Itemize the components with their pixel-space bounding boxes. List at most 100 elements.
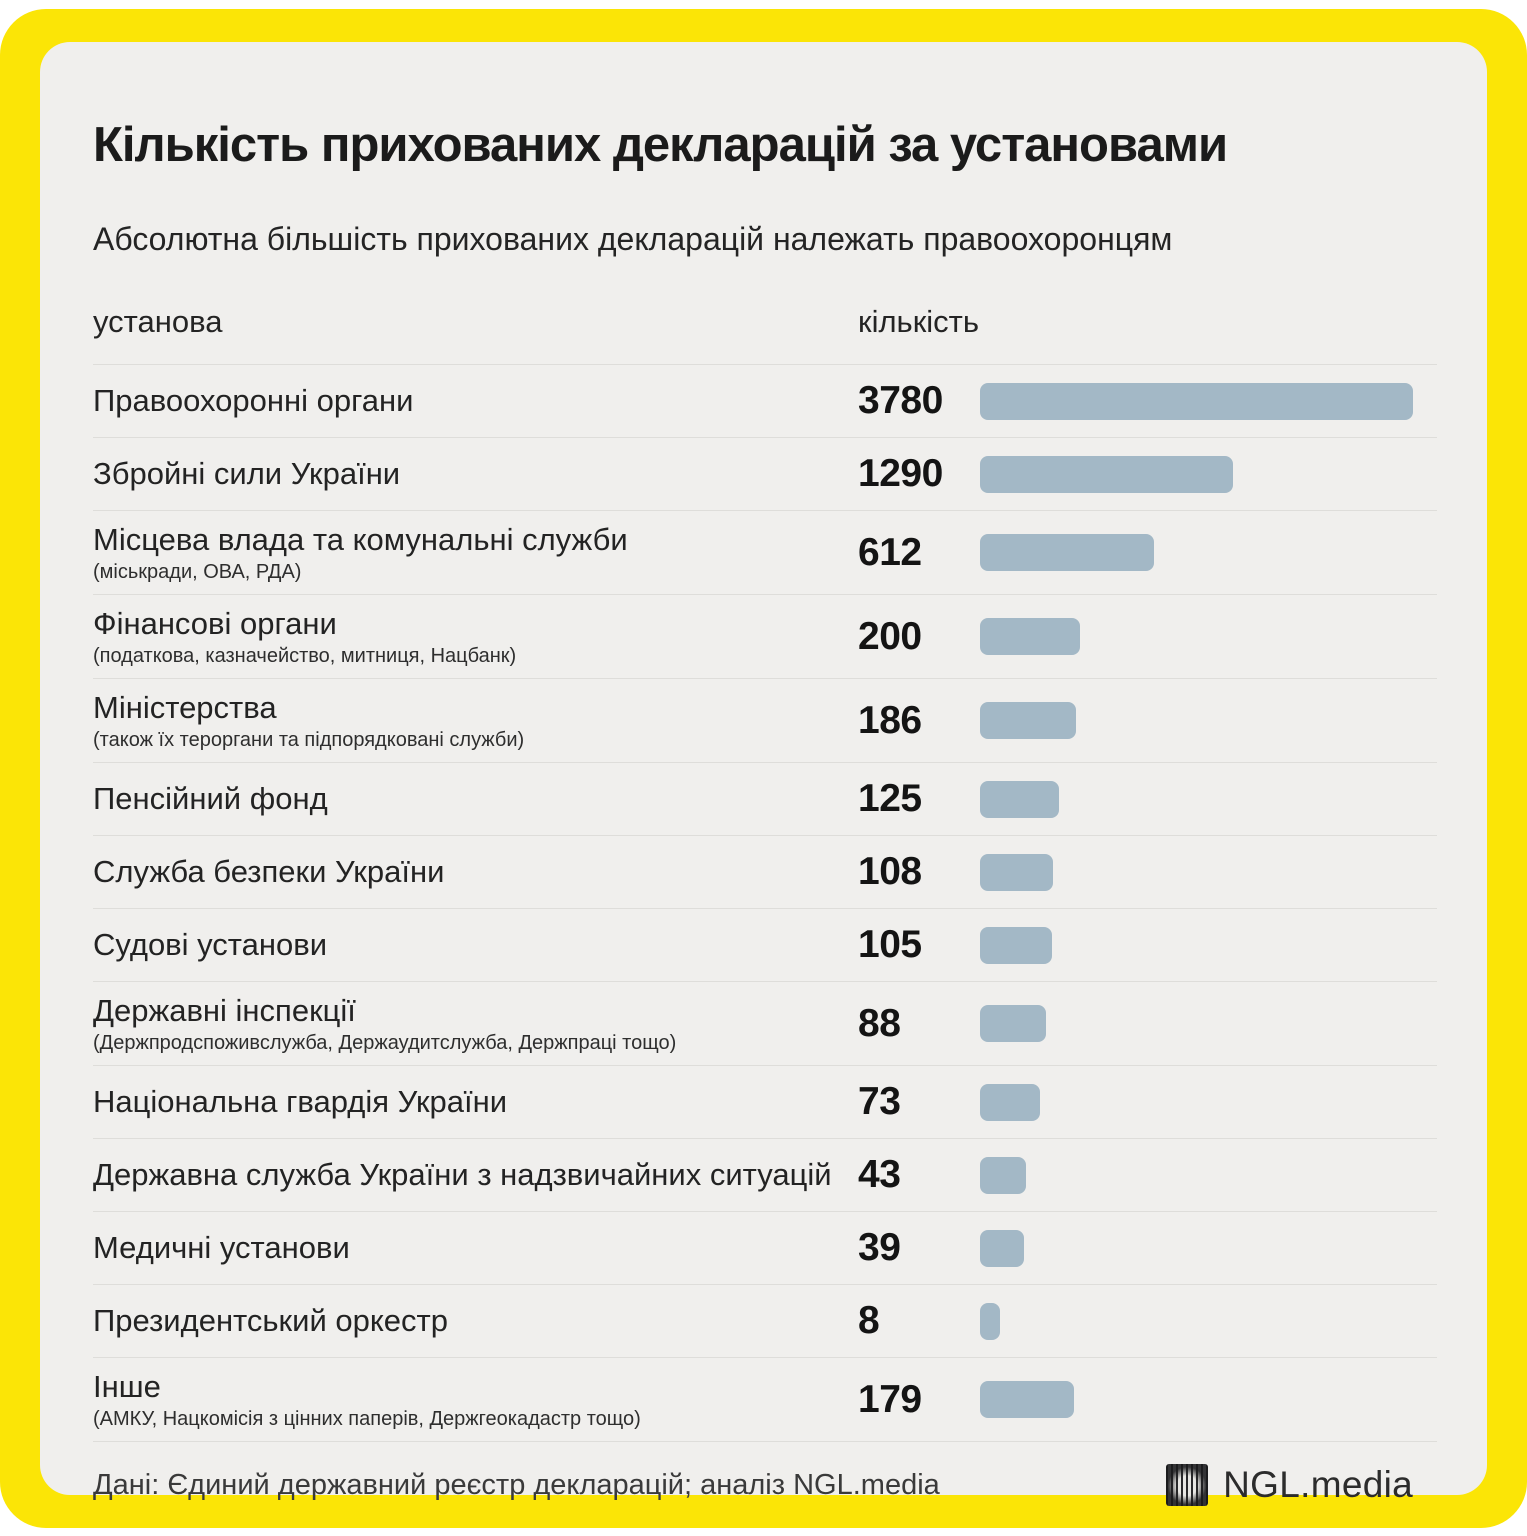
institution-name: Збройні сили України	[93, 456, 401, 492]
institution-label-block: Медичні установи	[93, 1230, 858, 1266]
data-source-note: Дані: Єдиний державний реєстр декларацій…	[93, 1468, 940, 1501]
institution-note: (податкова, казначейство, митниця, Нацба…	[93, 644, 517, 667]
table-row: Судові установи 105	[93, 908, 1437, 981]
institution-name: Служба безпеки України	[93, 854, 445, 890]
table-row: Фінансові органи (податкова, казначейство…	[93, 594, 1437, 678]
bar	[980, 1005, 1046, 1043]
institution-name: Судові установи	[93, 927, 328, 963]
bar	[980, 853, 1053, 891]
count-value: 612	[858, 530, 922, 574]
bar	[980, 1156, 1026, 1194]
bar-track	[980, 618, 1437, 656]
table-row: Служба безпеки України 108	[93, 835, 1437, 908]
institution-label-block: Пенсійний фонд	[93, 781, 858, 817]
bar-track	[980, 1229, 1437, 1267]
institution-name: Пенсійний фонд	[93, 781, 328, 817]
count-value: 43	[858, 1153, 901, 1197]
bar-chart-rows: Правоохоронні органи 3780 Збройні сили Укр…	[93, 364, 1437, 1443]
ngl-media-logo: NGL.media	[1166, 1464, 1437, 1507]
institution-name: Фінансові органи	[93, 606, 337, 642]
count-value: 1290	[858, 452, 943, 496]
bar-track	[980, 382, 1437, 420]
count-value: 39	[858, 1226, 901, 1270]
bar-track	[980, 1083, 1437, 1121]
table-row: Інше (АМКУ, Нацкомісія з цінних паперів, …	[93, 1357, 1437, 1441]
bar	[980, 926, 1052, 964]
bar-track	[980, 534, 1437, 572]
bar	[980, 455, 1233, 493]
institution-label-block: Правоохоронні органи	[93, 383, 858, 419]
count-value: 8	[858, 1299, 880, 1343]
institution-label-block: Судові установи	[93, 927, 858, 963]
bar-track	[980, 926, 1437, 964]
yellow-frame: Кількість прихованих декларацій за устан…	[0, 9, 1527, 1528]
institution-note: (міськради, ОВА, РДА)	[93, 560, 302, 583]
institution-name: Національна гвардія України	[93, 1084, 508, 1120]
table-row: Державні інспекції (Держпродспоживслужба,…	[93, 981, 1437, 1065]
institution-name: Місцева влада та комунальні служби	[93, 522, 628, 558]
ngl-logo-text: NGL.media	[1223, 1464, 1413, 1506]
institution-name: Міністерства	[93, 690, 277, 726]
bar	[980, 618, 1080, 656]
bar-track	[980, 853, 1437, 891]
table-row: Державна служба України з надзвичайних с…	[93, 1138, 1437, 1211]
bar-track	[980, 1005, 1437, 1043]
chart-title: Кількість прихованих декларацій за устан…	[93, 118, 1228, 172]
table-row: Пенсійний фонд 125	[93, 762, 1437, 835]
institution-note: (АМКУ, Нацкомісія з цінних паперів, Держ…	[93, 1407, 641, 1430]
table-row: Місцева влада та комунальні служби (міськ…	[93, 510, 1437, 594]
bar-track	[980, 780, 1437, 818]
bar	[980, 780, 1059, 818]
bar	[980, 1229, 1024, 1267]
institution-label-block: Національна гвардія України	[93, 1084, 858, 1120]
institution-label-block: Міністерства (також їх тероргани та підпо…	[93, 690, 858, 750]
institution-note: (Держпродспоживслужба, Держаудитслужба, …	[93, 1031, 677, 1054]
table-row: Збройні сили України 1290	[93, 437, 1437, 510]
table-row: Правоохоронні органи 3780	[93, 364, 1437, 437]
bar-track	[980, 1302, 1437, 1340]
column-header-count: кількість	[858, 304, 979, 340]
bar	[980, 1083, 1040, 1121]
column-header-institution: установа	[93, 304, 223, 340]
institution-label-block: Президентський оркестр	[93, 1303, 858, 1339]
institution-label-block: Збройні сили України	[93, 456, 858, 492]
table-row: Медичні установи 39	[93, 1211, 1437, 1284]
table-header: установа кількість	[93, 304, 1437, 364]
count-value: 179	[858, 1377, 922, 1421]
bar	[980, 534, 1154, 572]
count-value: 73	[858, 1080, 901, 1124]
institution-label-block: Державна служба України з надзвичайних с…	[93, 1157, 858, 1193]
institution-name: Державні інспекції	[93, 993, 356, 1029]
institution-label-block: Державні інспекції (Держпродспоживслужба,…	[93, 993, 858, 1054]
count-value: 108	[858, 850, 922, 894]
ngl-logo-barcode-icon	[1166, 1464, 1209, 1507]
footer: Дані: Єдиний державний реєстр декларацій…	[93, 1442, 1437, 1507]
table-row: Президентський оркестр 8	[93, 1284, 1437, 1357]
institution-name: Президентський оркестр	[93, 1303, 448, 1339]
chart-subtitle: Абсолютна більшість прихованих деклараці…	[93, 221, 1173, 258]
institution-label-block: Інше (АМКУ, Нацкомісія з цінних паперів, …	[93, 1369, 858, 1430]
bar	[980, 382, 1413, 420]
count-value: 105	[858, 923, 922, 967]
count-value: 3780	[858, 379, 943, 423]
table-row: Національна гвардія України 73	[93, 1065, 1437, 1138]
table-row: Міністерства (також їх тероргани та підпо…	[93, 678, 1437, 762]
bar-track	[980, 1381, 1437, 1419]
institution-name: Державна служба України з надзвичайних с…	[93, 1157, 832, 1193]
bar-track	[980, 702, 1437, 740]
institution-label-block: Місцева влада та комунальні служби (міськ…	[93, 522, 858, 583]
bar	[980, 1302, 1000, 1340]
bar	[980, 702, 1076, 740]
bar	[980, 1381, 1074, 1419]
count-value: 125	[858, 777, 922, 821]
institution-label-block: Служба безпеки України	[93, 854, 858, 890]
institution-name: Правоохоронні органи	[93, 383, 414, 419]
bar-track	[980, 1156, 1437, 1194]
infographic-card: Кількість прихованих декларацій за устан…	[40, 42, 1487, 1507]
institution-name: Інше	[93, 1369, 161, 1405]
count-value: 88	[858, 1001, 901, 1045]
institution-label-block: Фінансові органи (податкова, казначейство…	[93, 606, 858, 667]
count-value: 186	[858, 698, 922, 742]
count-value: 200	[858, 614, 922, 658]
bar-track	[980, 455, 1437, 493]
